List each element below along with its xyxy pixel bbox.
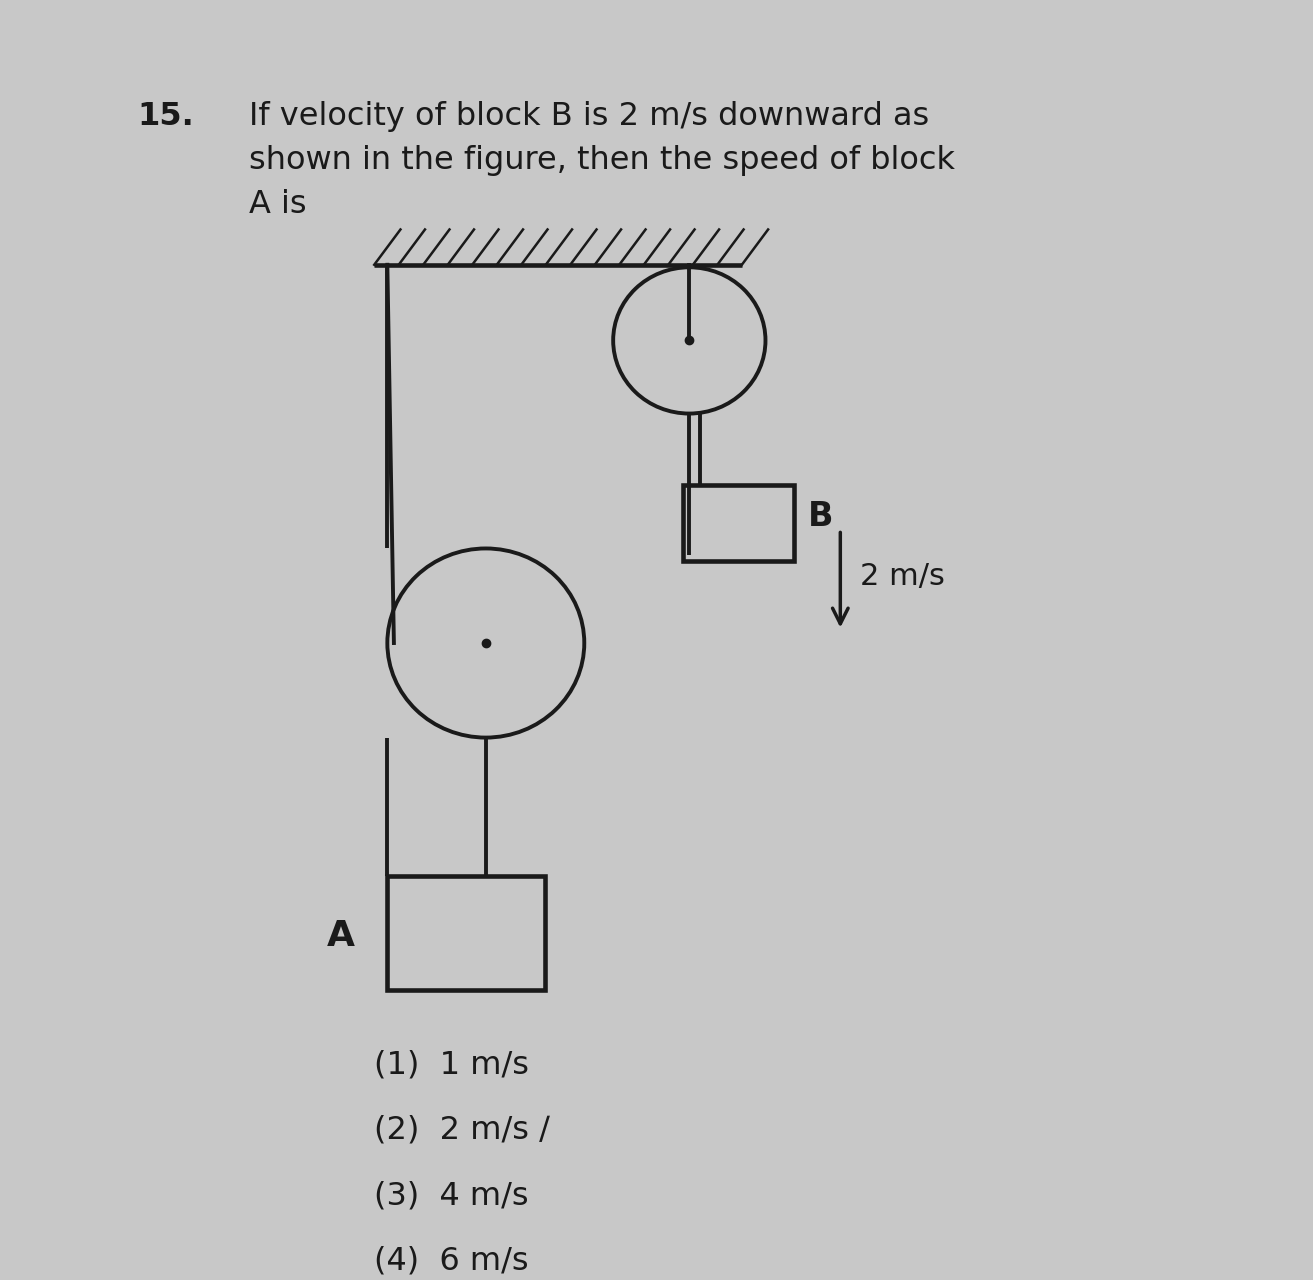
Text: (4)  6 m/s: (4) 6 m/s	[374, 1245, 529, 1276]
Text: B: B	[807, 500, 832, 534]
Text: 15.: 15.	[138, 101, 194, 132]
Bar	[683, 485, 794, 561]
Text: (2)  2 m/s ∕: (2) 2 m/s ∕	[374, 1115, 550, 1146]
Text: A: A	[327, 919, 355, 952]
Text: (3)  4 m/s: (3) 4 m/s	[374, 1180, 529, 1211]
Text: If velocity of block B is 2 m/s downward as
shown in the figure, then the speed : If velocity of block B is 2 m/s downward…	[249, 101, 956, 220]
Text: (1)  1 m/s: (1) 1 m/s	[374, 1050, 529, 1080]
Bar	[387, 877, 545, 989]
Text: 2 m/s: 2 m/s	[860, 562, 945, 590]
